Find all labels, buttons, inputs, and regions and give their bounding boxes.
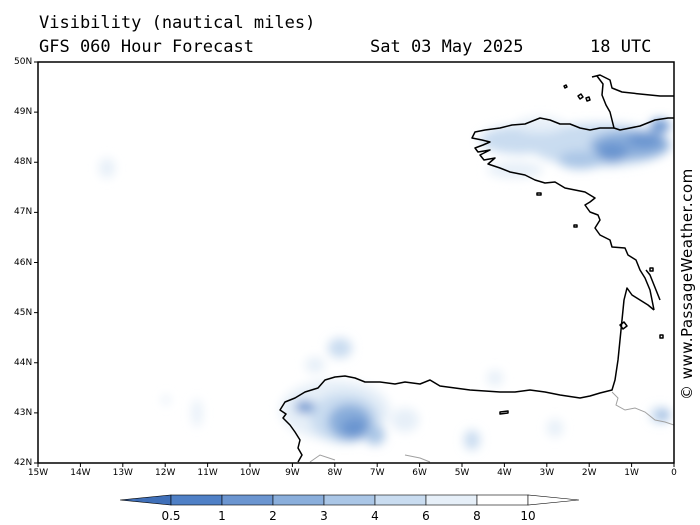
colorbar-segment xyxy=(272,494,325,506)
colorbar-label: 6 xyxy=(422,509,430,523)
visibility-shading xyxy=(99,117,670,450)
colorbar-label: 8 xyxy=(473,509,481,523)
axis-ticks xyxy=(34,61,675,467)
colorbar-label: 2 xyxy=(269,509,277,523)
lon-label: 6W xyxy=(412,468,427,478)
lon-label: 4W xyxy=(497,468,512,478)
lon-label: 9W xyxy=(285,468,300,478)
lon-label: 10W xyxy=(239,468,261,478)
coastline xyxy=(279,74,674,463)
lon-label: 7W xyxy=(369,468,385,478)
lat-label: 42N xyxy=(14,458,33,468)
forecast-label: GFS 060 Hour Forecast xyxy=(39,37,254,57)
colorbar-segment xyxy=(374,494,427,506)
colorbar-label: 1 xyxy=(218,509,226,523)
colorbar-segment xyxy=(476,494,529,506)
lat-label: 46N xyxy=(14,257,33,268)
lat-label: 43N xyxy=(14,407,33,418)
colorbar-segment xyxy=(425,494,478,506)
lon-label: 14W xyxy=(70,468,91,478)
lon-label: 13W xyxy=(112,468,133,478)
lon-label: 5W xyxy=(454,468,470,478)
lon-label: 3W xyxy=(539,468,555,478)
lon-label: 0 xyxy=(671,468,677,478)
lon-label: 11W xyxy=(197,468,218,478)
colorbar-segment xyxy=(170,494,223,506)
lon-label: 12W xyxy=(155,468,176,478)
lat-label: 45N xyxy=(14,307,33,318)
lon-label: 15W xyxy=(27,468,49,478)
lon-label: 1W xyxy=(624,468,639,478)
lon-label: 2W xyxy=(581,468,597,478)
colorbar-segment xyxy=(323,494,376,506)
lat-label: 47N xyxy=(14,207,33,218)
country-border xyxy=(309,391,674,463)
lat-label: 49N xyxy=(14,107,33,118)
colorbar-label: 10 xyxy=(520,509,536,523)
lon-label: 8W xyxy=(327,468,343,478)
colorbar-segment xyxy=(221,494,274,506)
colorbar-label: 4 xyxy=(371,509,379,523)
colorbar-arrow-high xyxy=(527,494,580,506)
colorbar-label: 3 xyxy=(320,509,328,523)
forecast-time: 18 UTC xyxy=(590,37,652,57)
lat-label: 50N xyxy=(14,57,33,67)
lat-label: 48N xyxy=(14,157,33,168)
colorbar-label: 0.5 xyxy=(161,509,181,523)
forecast-date: Sat 03 May 2025 xyxy=(370,37,524,57)
watermark: © www.PassageWeather.com xyxy=(678,168,696,400)
colorbar xyxy=(119,494,580,506)
lat-label: 44N xyxy=(14,357,33,368)
colorbar-arrow-low xyxy=(119,494,172,506)
map-title: Visibility (nautical miles) xyxy=(39,13,316,33)
